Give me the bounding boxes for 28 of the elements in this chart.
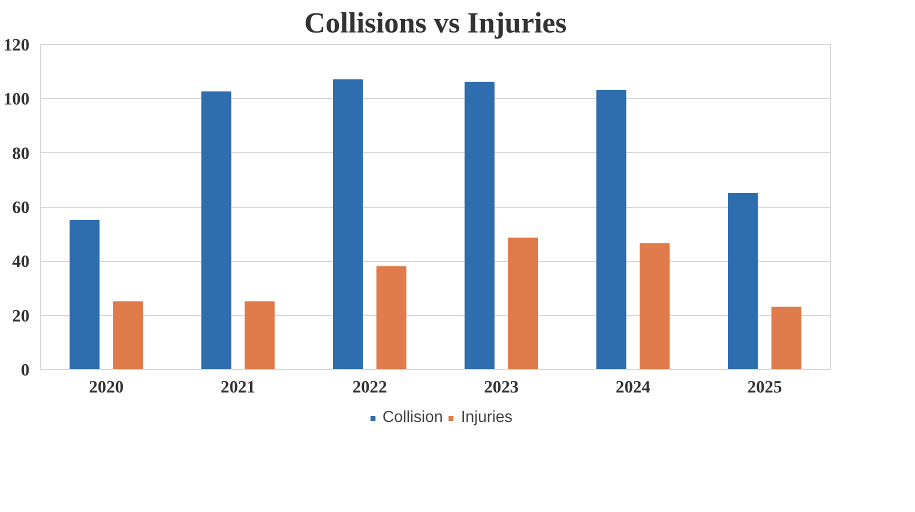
bar — [728, 192, 758, 370]
bar — [113, 301, 144, 370]
x-tick-label: 2023 — [484, 378, 519, 396]
bar — [70, 220, 100, 370]
x-tick-label: 2021 — [220, 378, 256, 396]
y-tick-label: 0 — [20, 360, 30, 380]
x-tick-label: 2024 — [616, 378, 651, 396]
bar — [244, 301, 275, 370]
bar — [376, 266, 406, 370]
y-tick-label: 20 — [12, 306, 30, 326]
bar — [771, 306, 802, 370]
bar — [464, 82, 495, 370]
bar — [596, 90, 626, 370]
bar — [201, 91, 232, 370]
x-tick-label: 2022 — [352, 378, 387, 396]
bar — [332, 79, 363, 370]
legend-label: Collision — [382, 408, 443, 426]
y-tick-label: 80 — [12, 144, 30, 163]
y-tick-label: 120 — [4, 36, 30, 54]
bar — [508, 238, 538, 370]
legend-label: Injuries — [460, 408, 513, 426]
y-tick-label: 100 — [4, 90, 30, 109]
bar — [640, 243, 670, 370]
chart-title: Collisions vs Injuries — [304, 8, 567, 40]
x-tick-label: 2020 — [89, 378, 124, 396]
x-tick-label: 2025 — [747, 378, 782, 396]
y-tick-label: 60 — [12, 198, 30, 217]
y-tick-label: 40 — [12, 252, 30, 272]
